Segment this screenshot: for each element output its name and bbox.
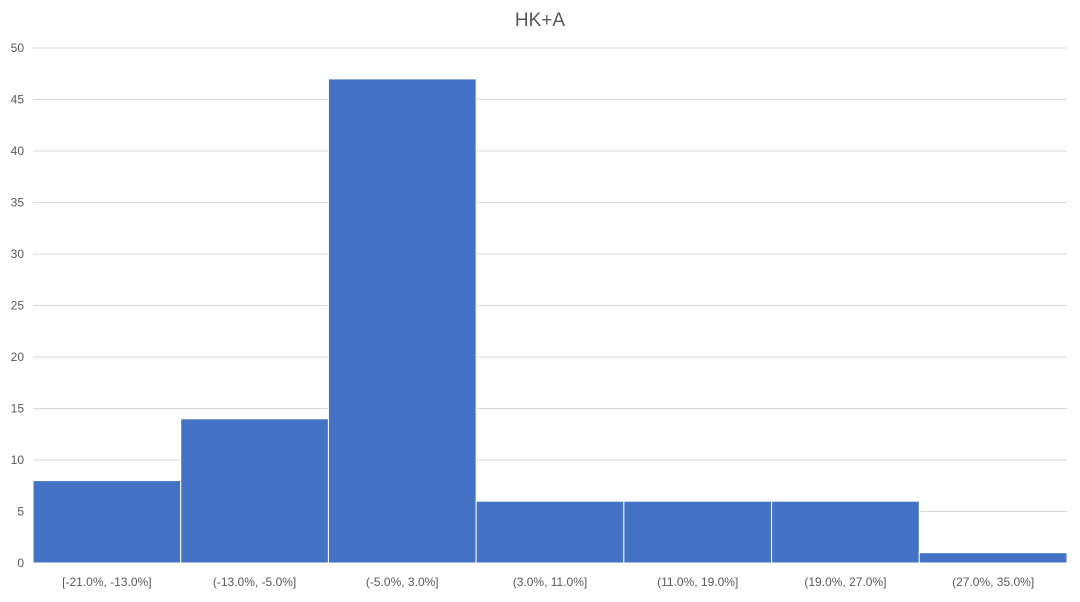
y-tick-label: 50 (11, 41, 25, 55)
y-tick-label: 0 (17, 556, 24, 570)
x-tick-label: (19.0%, 27.0%] (804, 575, 886, 589)
x-tick-label: (3.0%, 11.0%] (513, 575, 587, 589)
x-tick-label: [-21.0%, -13.0%] (62, 575, 151, 589)
y-tick-label: 40 (11, 144, 25, 158)
histogram-bar (327, 78, 477, 564)
x-tick-label: (-13.0%, -5.0%] (213, 575, 296, 589)
histogram-bar (771, 500, 920, 564)
y-tick-label: 35 (11, 196, 25, 210)
x-tick-label: (27.0%, 35.0%] (952, 575, 1034, 589)
histogram-bar (475, 500, 625, 564)
y-tick-label: 45 (11, 93, 25, 107)
x-tick-label: (-5.0%, 3.0%] (366, 575, 439, 589)
y-tick-label: 10 (11, 453, 25, 467)
histogram-bar (32, 480, 182, 564)
histogram-bar (180, 418, 329, 564)
chart-title: HK+A (514, 10, 566, 31)
histogram-bar (918, 552, 1068, 564)
y-tick-label: 25 (11, 299, 25, 313)
y-tick-label: 20 (11, 350, 25, 364)
y-tick-label: 15 (11, 402, 25, 416)
y-tick-label: 30 (11, 247, 25, 261)
x-tick-label: (11.0%, 19.0%] (657, 575, 738, 589)
y-tick-label: 5 (17, 505, 24, 519)
histogram-bar (623, 500, 773, 564)
